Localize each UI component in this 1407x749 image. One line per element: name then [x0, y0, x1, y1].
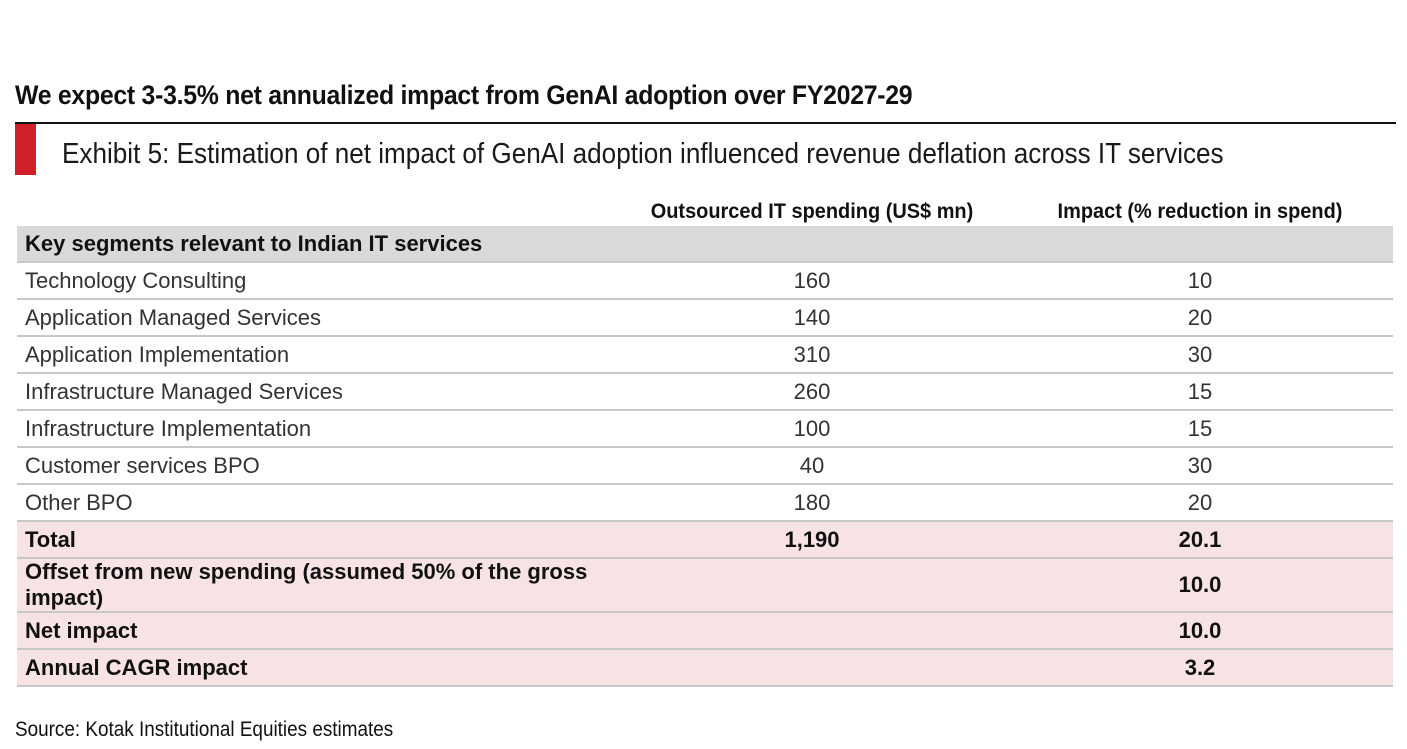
- headline: We expect 3-3.5% net annualized impact f…: [15, 80, 913, 110]
- spend-cell: 260: [617, 373, 1007, 411]
- spend-cell: 40: [617, 447, 1007, 485]
- impact-cell: 30: [1007, 336, 1393, 374]
- row-label: Technology Consulting: [17, 262, 617, 300]
- row-label: Total: [17, 521, 617, 559]
- table-row: Technology Consulting 160 10: [17, 262, 1393, 300]
- row-label: Annual CAGR impact: [17, 649, 617, 687]
- impact-cell: 10.0: [1007, 558, 1393, 613]
- impact-cell: 20: [1007, 484, 1393, 522]
- row-label: Other BPO: [17, 484, 617, 522]
- row-label: Infrastructure Implementation: [17, 410, 617, 448]
- row-label: Application Implementation: [17, 336, 617, 374]
- source-note: Source: Kotak Institutional Equities est…: [15, 718, 394, 741]
- spend-cell: 140: [617, 299, 1007, 337]
- spend-cell: 310: [617, 336, 1007, 374]
- row-label: Application Managed Services: [17, 299, 617, 337]
- impact-cell: 20: [1007, 299, 1393, 337]
- row-label: Customer services BPO: [17, 447, 617, 485]
- impact-cell: 15: [1007, 373, 1393, 411]
- spend-cell: [617, 558, 1007, 613]
- table-row: Application Managed Services 140 20: [17, 299, 1393, 337]
- exhibit-accent-bar: [15, 124, 36, 175]
- column-header-spend: Outsourced IT spending (US$ mn): [650, 200, 974, 223]
- impact-cell: 10.0: [1007, 612, 1393, 650]
- summary-row: Total 1,190 20.1: [17, 521, 1393, 559]
- spend-cell: 100: [617, 410, 1007, 448]
- section-label: Key segments relevant to Indian IT servi…: [17, 226, 1393, 263]
- spend-cell: 180: [617, 484, 1007, 522]
- summary-row: Net impact 10.0: [17, 612, 1393, 650]
- table-row: Application Implementation 310 30: [17, 336, 1393, 374]
- spend-cell: [617, 612, 1007, 650]
- impact-table: Outsourced IT spending (US$ mn) Impact (…: [17, 196, 1393, 687]
- divider-rule: [15, 122, 1396, 124]
- impact-cell: 15: [1007, 410, 1393, 448]
- table-row: Other BPO 180 20: [17, 484, 1393, 522]
- section-row: Key segments relevant to Indian IT servi…: [17, 226, 1393, 263]
- column-header-label: [32, 196, 602, 226]
- impact-cell: 10: [1007, 262, 1393, 300]
- summary-row: Offset from new spending (assumed 50% of…: [17, 558, 1393, 613]
- column-header-impact: Impact (% reduction in spend): [1057, 200, 1343, 223]
- impact-cell: 20.1: [1007, 521, 1393, 559]
- impact-cell: 3.2: [1007, 649, 1393, 687]
- table-row: Customer services BPO 40 30: [17, 447, 1393, 485]
- spend-cell: 160: [617, 262, 1007, 300]
- summary-row: Annual CAGR impact 3.2: [17, 649, 1393, 687]
- table-header-row: Outsourced IT spending (US$ mn) Impact (…: [17, 196, 1393, 226]
- table-row: Infrastructure Implementation 100 15: [17, 410, 1393, 448]
- spend-cell: [617, 649, 1007, 687]
- row-label: Net impact: [17, 612, 617, 650]
- impact-cell: 30: [1007, 447, 1393, 485]
- table-row: Infrastructure Managed Services 260 15: [17, 373, 1393, 411]
- row-label: Offset from new spending (assumed 50% of…: [17, 558, 617, 613]
- row-label: Infrastructure Managed Services: [17, 373, 617, 411]
- spend-cell: 1,190: [617, 521, 1007, 559]
- exhibit-title: Exhibit 5: Estimation of net impact of G…: [62, 138, 1224, 170]
